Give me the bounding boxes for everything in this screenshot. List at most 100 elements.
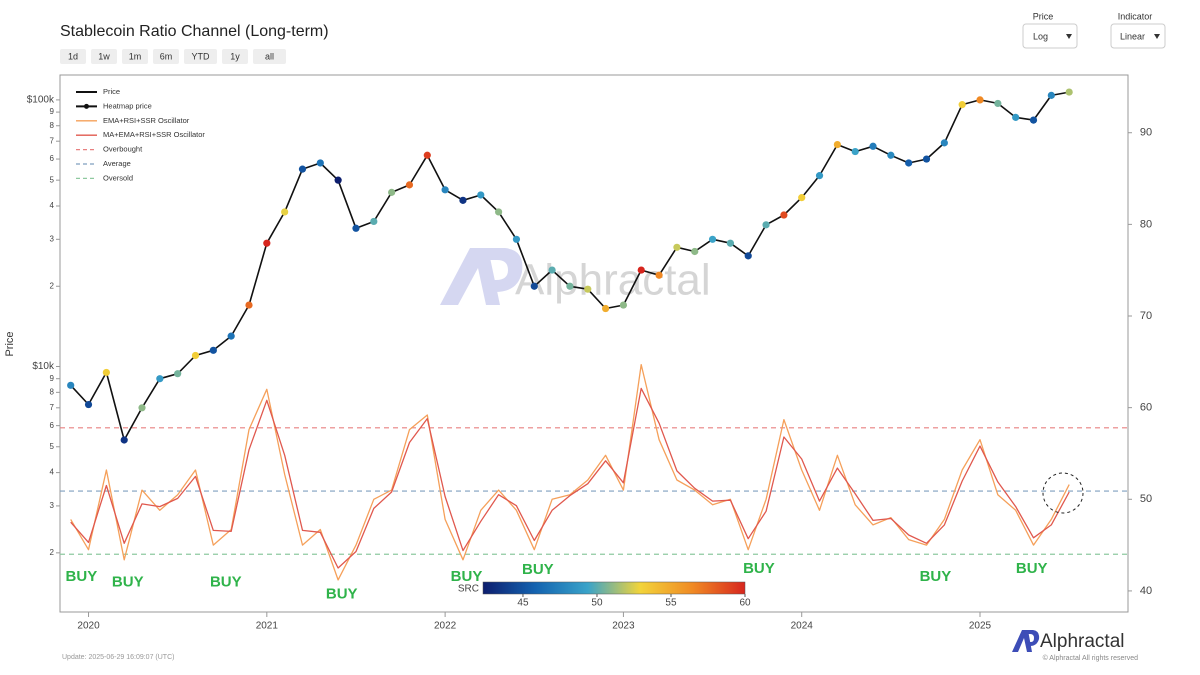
heatmap-point bbox=[67, 381, 75, 389]
y-tick-label: $100k bbox=[27, 95, 55, 106]
copyright: © Alphractal All rights reserved bbox=[1043, 654, 1139, 662]
highlight-circle bbox=[1042, 472, 1084, 514]
heatmap-point bbox=[619, 301, 628, 309]
heatmap-point bbox=[708, 235, 717, 243]
heatmap-point bbox=[370, 217, 378, 226]
y-tick-label: 6 bbox=[50, 154, 55, 163]
colorbar-tick-label: 45 bbox=[517, 598, 529, 609]
brand: Alphractal bbox=[1040, 631, 1125, 652]
heatmap-point bbox=[744, 252, 752, 260]
heatmap-point bbox=[138, 404, 146, 412]
series-line bbox=[70, 387, 1070, 569]
y-tick-label: 3 bbox=[50, 234, 55, 243]
y-tick-label: 6 bbox=[50, 421, 55, 430]
heatmap-point bbox=[887, 151, 895, 159]
update-time: Update: 2025-06-29 16:09:07 (UTC) bbox=[62, 654, 174, 661]
y-tick-label: 4 bbox=[50, 201, 55, 210]
annotation: BUY bbox=[112, 574, 144, 591]
heatmap-point bbox=[1012, 113, 1020, 121]
x-tick-label: 2025 bbox=[969, 621, 992, 632]
y2-tick-label: 70 bbox=[1140, 310, 1152, 322]
x-tick-label: 2024 bbox=[791, 621, 814, 632]
y-tick-label: 9 bbox=[50, 107, 55, 116]
indicator-select[interactable] bbox=[1110, 23, 1166, 49]
range-buttons: 1d 1w 1m 6m YTD 1y all bbox=[60, 49, 286, 64]
heatmap-point bbox=[495, 208, 503, 216]
range-label: 1y bbox=[230, 51, 240, 61]
annotation: BUY bbox=[743, 560, 775, 577]
control-label: Price bbox=[1033, 11, 1054, 21]
range-button[interactable] bbox=[60, 49, 86, 64]
heatmap-point bbox=[441, 186, 449, 194]
heatmap-point bbox=[281, 208, 289, 216]
select-arrow bbox=[1066, 34, 1072, 39]
y-tick-label: $10k bbox=[32, 361, 55, 372]
legend-label: Heatmap price bbox=[103, 101, 152, 110]
heatmap-point bbox=[976, 96, 984, 104]
heatmap-point bbox=[120, 436, 128, 444]
range-button[interactable] bbox=[253, 49, 286, 64]
heatmap-point bbox=[1047, 91, 1055, 99]
heatmap-point bbox=[798, 194, 806, 202]
y-tick-label: 9 bbox=[50, 374, 55, 383]
heatmap-point bbox=[1065, 88, 1073, 96]
heatmap-point bbox=[958, 101, 966, 109]
heatmap-point bbox=[316, 159, 324, 167]
y2-tick-label: 80 bbox=[1140, 218, 1152, 230]
heatmap-point bbox=[815, 172, 824, 180]
colorbar-tick-label: 50 bbox=[591, 598, 603, 609]
heatmap-point bbox=[833, 140, 841, 149]
y2-tick-label: 40 bbox=[1140, 585, 1152, 597]
colorbar-tick-label: 55 bbox=[665, 598, 677, 609]
legend-label: MA+EMA+RSI+SSR Oscillator bbox=[103, 130, 205, 139]
colorbar-tick-label: 60 bbox=[739, 598, 751, 609]
heatmap-point bbox=[298, 165, 307, 173]
heatmap-point bbox=[673, 243, 681, 251]
legend-label: Average bbox=[103, 159, 131, 168]
heatmap-point bbox=[227, 332, 235, 340]
annotation: BUY bbox=[66, 568, 98, 585]
heatmap-point bbox=[459, 196, 467, 204]
price-select[interactable] bbox=[1022, 23, 1078, 49]
y-tick-label: 8 bbox=[50, 121, 55, 130]
y-tick-label: 4 bbox=[50, 468, 55, 477]
heatmap-point bbox=[191, 351, 200, 360]
heatmap-point bbox=[548, 266, 556, 274]
range-label: all bbox=[265, 51, 274, 61]
y-tick-label: 7 bbox=[50, 136, 55, 145]
range-button[interactable] bbox=[222, 49, 248, 64]
range-button[interactable] bbox=[153, 49, 179, 64]
range-label: 6m bbox=[160, 51, 173, 61]
y-axis-title: Price bbox=[4, 331, 16, 356]
heatmap-point bbox=[922, 155, 931, 163]
range-button[interactable] bbox=[184, 49, 217, 64]
heatmap-point bbox=[405, 181, 414, 189]
heatmap-point bbox=[334, 176, 342, 184]
heatmap-point bbox=[601, 304, 610, 313]
range-button[interactable] bbox=[91, 49, 117, 64]
annotation: BUY bbox=[451, 568, 483, 585]
plot: 2020 2021 2022 2023 2024 202523456789$10k2345… bbox=[27, 87, 1152, 632]
heatmap-point bbox=[566, 282, 574, 290]
heatmap-point bbox=[512, 235, 521, 243]
heatmap-point bbox=[584, 285, 592, 293]
annotation: BUY bbox=[326, 586, 358, 603]
plot-frame bbox=[59, 74, 1129, 613]
x-tick-label: 2022 bbox=[434, 621, 457, 632]
y2-tick-label: 60 bbox=[1140, 402, 1152, 414]
select-arrow bbox=[1154, 34, 1160, 39]
range-label: 1m bbox=[129, 51, 142, 61]
heatmap-point bbox=[263, 239, 271, 247]
heatmap-point bbox=[102, 368, 110, 377]
heatmap-point bbox=[655, 271, 663, 279]
select-value: Log bbox=[1033, 31, 1048, 41]
heatmap-point bbox=[84, 400, 93, 409]
heatmap-point bbox=[1029, 116, 1038, 124]
legend-label: Oversold bbox=[103, 173, 133, 182]
legend-label: Overbought bbox=[103, 145, 143, 154]
control-label: Indicator bbox=[1118, 11, 1153, 21]
range-label: 1w bbox=[98, 51, 110, 61]
range-button[interactable] bbox=[122, 49, 148, 64]
heatmap-point bbox=[352, 224, 360, 232]
